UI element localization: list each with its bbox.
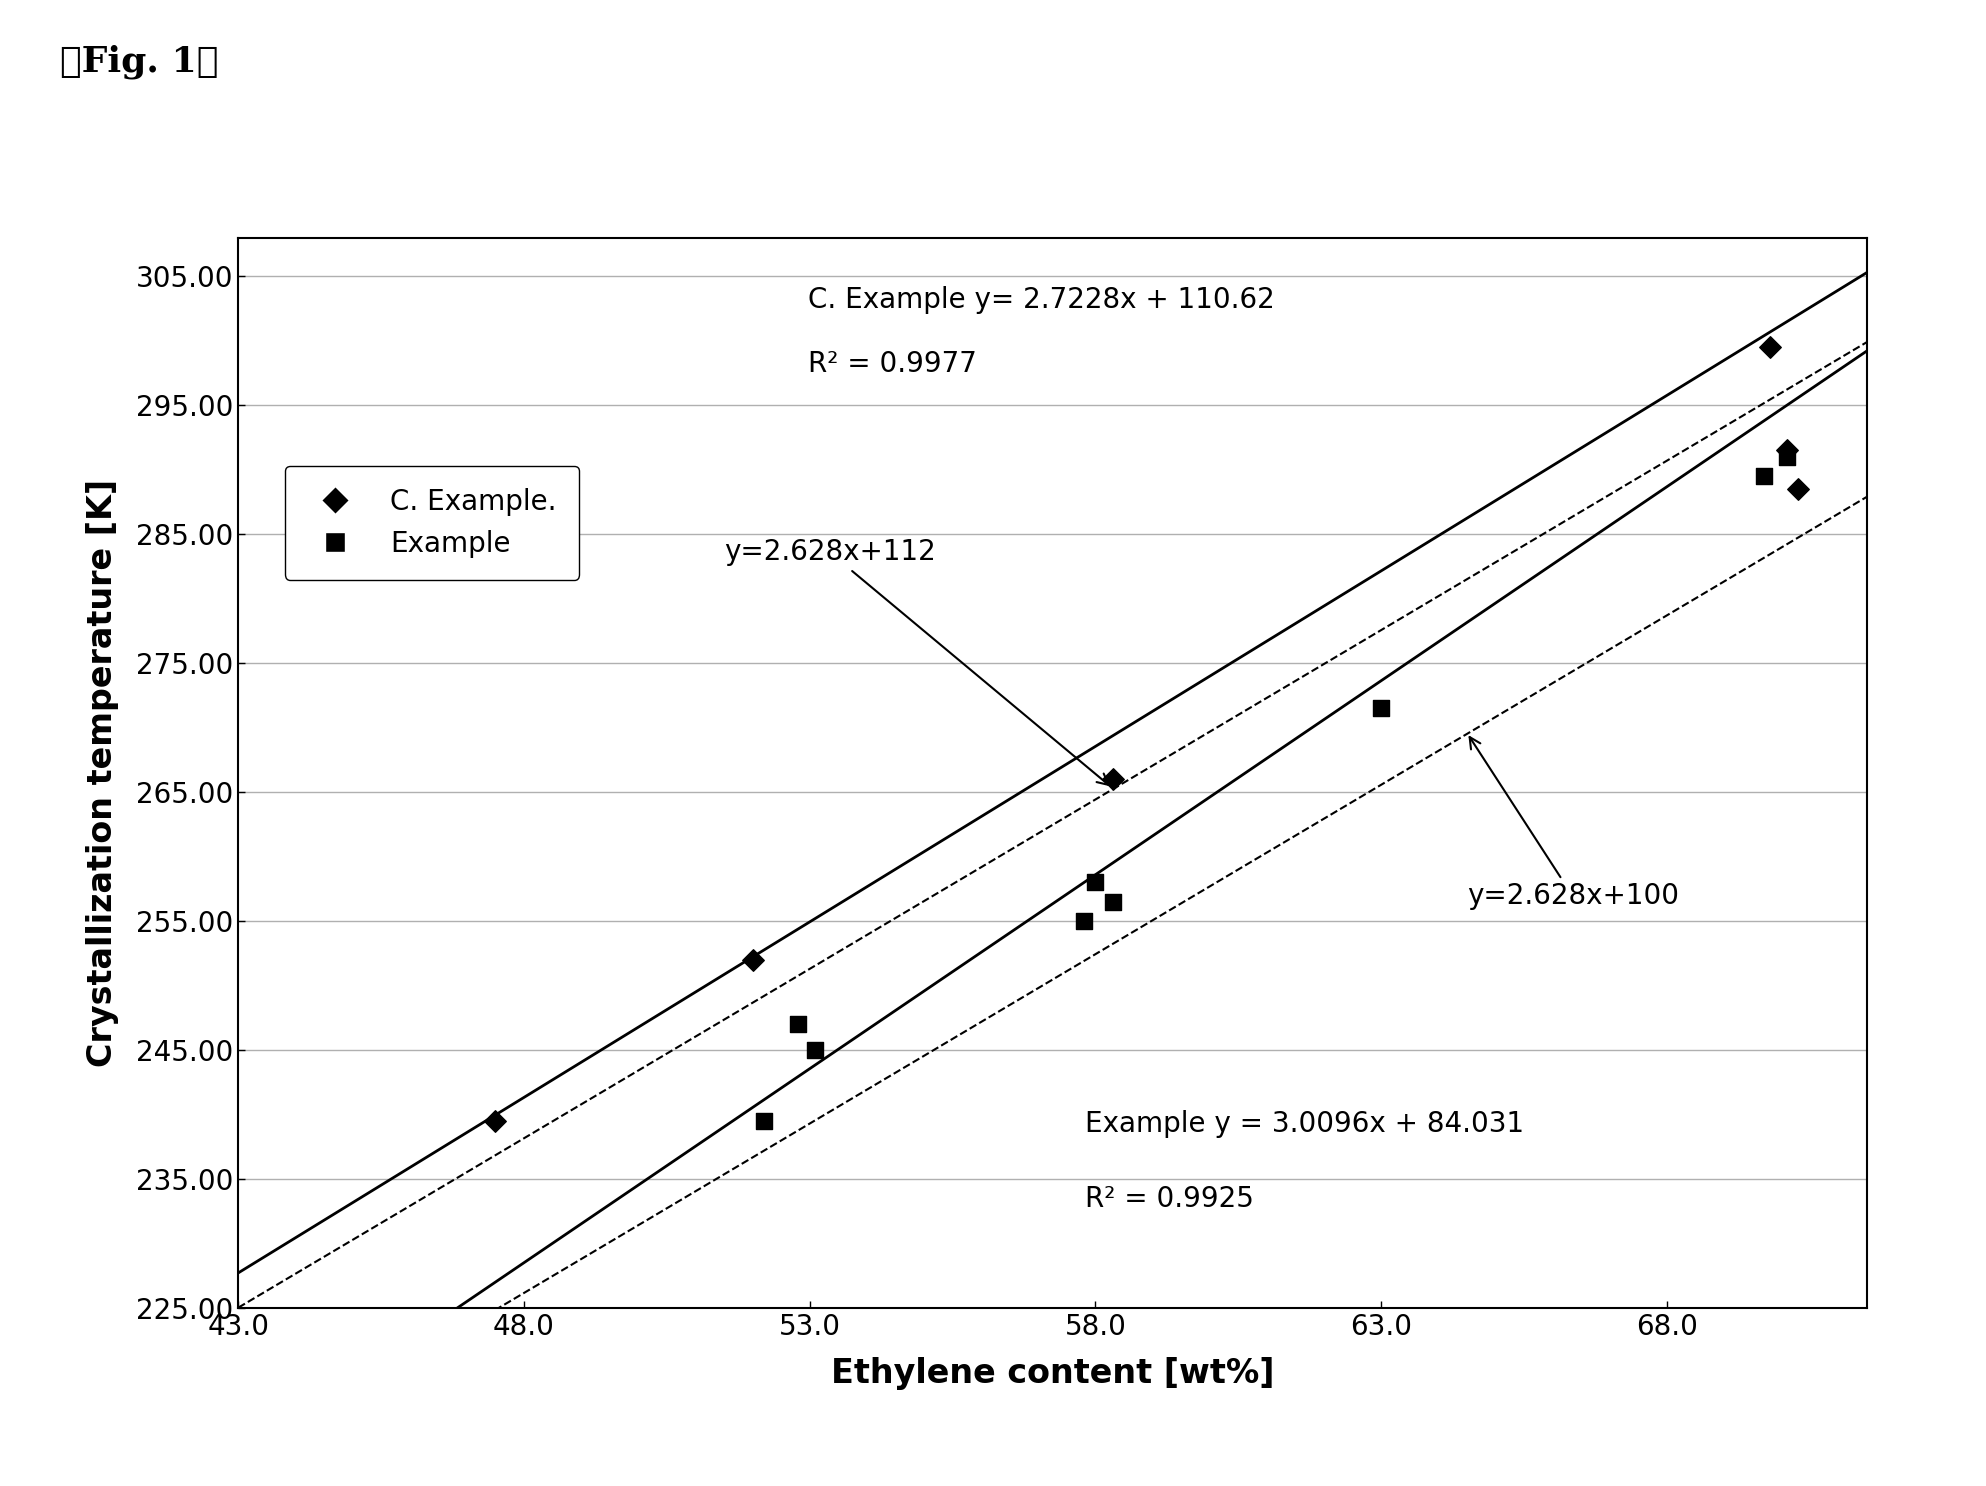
- Y-axis label: Crystallization temperature [K]: Crystallization temperature [K]: [85, 478, 119, 1067]
- Example: [1096, 890, 1128, 914]
- C. Example.: [1754, 336, 1785, 360]
- Text: 「Fig. 1」: 「Fig. 1」: [60, 45, 218, 79]
- C. Example.: [1781, 477, 1813, 501]
- Example: [782, 1012, 814, 1036]
- Text: R² = 0.9925: R² = 0.9925: [1084, 1184, 1253, 1213]
- Legend: C. Example., Example: C. Example., Example: [284, 465, 580, 580]
- C. Example.: [479, 1109, 510, 1132]
- Text: R² = 0.9977: R² = 0.9977: [808, 351, 977, 377]
- Text: y=2.628x+100: y=2.628x+100: [1468, 737, 1678, 911]
- X-axis label: Ethylene content [wt%]: Ethylene content [wt%]: [830, 1357, 1275, 1391]
- C. Example.: [1096, 767, 1128, 791]
- Text: Example y = 3.0096x + 84.031: Example y = 3.0096x + 84.031: [1084, 1110, 1525, 1138]
- Example: [1364, 697, 1396, 721]
- Example: [1772, 444, 1803, 468]
- Text: y=2.628x+112: y=2.628x+112: [725, 538, 1108, 785]
- Example: [1080, 871, 1112, 895]
- C. Example.: [737, 948, 769, 972]
- Example: [800, 1039, 832, 1062]
- Text: C. Example y= 2.7228x + 110.62: C. Example y= 2.7228x + 110.62: [808, 285, 1275, 314]
- Example: [1068, 909, 1100, 933]
- Example: [749, 1109, 780, 1132]
- Example: [1748, 464, 1779, 487]
- C. Example.: [1772, 438, 1803, 462]
